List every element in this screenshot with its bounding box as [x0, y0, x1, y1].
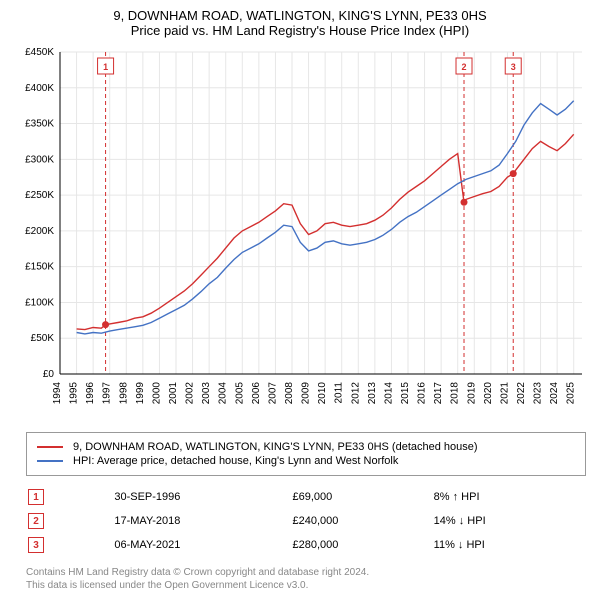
x-tick-label: 2000 — [151, 382, 162, 405]
y-tick-label: £300K — [25, 154, 54, 165]
footnote: Contains HM Land Registry data © Crown c… — [26, 566, 592, 592]
marker-badge-label: 1 — [103, 62, 108, 72]
legend-row: 9, DOWNHAM ROAD, WATLINGTON, KING'S LYNN… — [37, 441, 575, 453]
x-tick-label: 2014 — [383, 382, 394, 405]
y-tick-label: £400K — [25, 83, 54, 94]
x-tick-label: 2025 — [566, 382, 577, 405]
x-tick-label: 2003 — [201, 382, 212, 405]
legend: 9, DOWNHAM ROAD, WATLINGTON, KING'S LYNN… — [26, 432, 586, 476]
y-tick-label: £250K — [25, 190, 54, 201]
x-tick-label: 2012 — [350, 382, 361, 405]
marker-delta: 11% ↓ HPI — [434, 534, 584, 556]
y-tick-label: £450K — [25, 47, 54, 58]
chart-subtitle: Price paid vs. HM Land Registry's House … — [8, 23, 592, 38]
marker-row: 1 30-SEP-1996£69,0008% ↑ HPI — [28, 486, 584, 508]
x-tick-label: 2018 — [450, 382, 461, 405]
x-tick-label: 2020 — [483, 382, 494, 405]
x-tick-label: 1996 — [85, 382, 96, 405]
legend-row: HPI: Average price, detached house, King… — [37, 455, 575, 467]
y-tick-label: £200K — [25, 226, 54, 237]
x-tick-label: 2011 — [334, 382, 345, 404]
chart-title: 9, DOWNHAM ROAD, WATLINGTON, KING'S LYNN… — [8, 8, 592, 23]
x-tick-label: 1994 — [52, 382, 63, 405]
marker-price: £69,000 — [293, 486, 432, 508]
x-tick-label: 2019 — [466, 382, 477, 405]
marker-price: £240,000 — [293, 510, 432, 532]
y-tick-label: £100K — [25, 297, 54, 308]
x-tick-label: 2004 — [218, 382, 229, 405]
x-tick-label: 2022 — [516, 382, 527, 405]
x-tick-label: 2008 — [284, 382, 295, 405]
marker-row: 2 17-MAY-2018£240,00014% ↓ HPI — [28, 510, 584, 532]
marker-price: £280,000 — [293, 534, 432, 556]
x-tick-label: 2010 — [317, 382, 328, 405]
marker-row: 3 06-MAY-2021£280,00011% ↓ HPI — [28, 534, 584, 556]
x-tick-label: 2023 — [533, 382, 544, 405]
markers-table: 1 30-SEP-1996£69,0008% ↑ HPI 2 17-MAY-2018£… — [26, 484, 586, 558]
y-tick-label: £150K — [25, 262, 54, 273]
legend-label: 9, DOWNHAM ROAD, WATLINGTON, KING'S LYNN… — [73, 441, 478, 453]
marker-badge: 2 — [28, 513, 44, 529]
x-tick-label: 2005 — [234, 382, 245, 405]
y-tick-label: £350K — [25, 119, 54, 130]
x-tick-label: 2002 — [185, 382, 196, 405]
legend-swatch — [37, 460, 63, 462]
chart-container: £0 £50K £100K £150K £200K £250K £300K £350K £400… — [8, 44, 592, 424]
y-tick-label: £0 — [43, 369, 55, 380]
x-tick-label: 2009 — [301, 382, 312, 405]
legend-label: HPI: Average price, detached house, King… — [73, 455, 398, 467]
x-tick-label: 2021 — [499, 382, 510, 405]
line-chart: £0 £50K £100K £150K £200K £250K £300K £350K £400… — [8, 44, 592, 424]
marker-date: 17-MAY-2018 — [114, 510, 290, 532]
marker-date: 06-MAY-2021 — [114, 534, 290, 556]
y-tick-label: £50K — [31, 333, 55, 344]
x-tick-label: 2006 — [251, 382, 262, 405]
marker-badge: 1 — [28, 489, 44, 505]
x-tick-label: 2016 — [417, 382, 428, 405]
marker-delta: 8% ↑ HPI — [434, 486, 584, 508]
marker-badge-label: 2 — [462, 62, 467, 72]
x-tick-label: 2013 — [367, 382, 378, 405]
x-tick-label: 2007 — [267, 382, 278, 405]
x-tick-label: 1998 — [118, 382, 129, 405]
x-tick-label: 1997 — [102, 382, 113, 405]
marker-delta: 14% ↓ HPI — [434, 510, 584, 532]
footnote-line1: Contains HM Land Registry data © Crown c… — [26, 566, 592, 579]
x-tick-label: 1995 — [69, 382, 80, 405]
title-block: 9, DOWNHAM ROAD, WATLINGTON, KING'S LYNN… — [8, 8, 592, 38]
x-tick-label: 1999 — [135, 382, 146, 405]
x-tick-label: 2024 — [549, 382, 560, 405]
marker-date: 30-SEP-1996 — [114, 486, 290, 508]
x-tick-label: 2015 — [400, 382, 411, 405]
x-tick-label: 2017 — [433, 382, 444, 405]
legend-swatch — [37, 446, 63, 448]
marker-badge: 3 — [28, 537, 44, 553]
footnote-line2: This data is licensed under the Open Gov… — [26, 579, 592, 592]
x-tick-label: 2001 — [168, 382, 179, 405]
marker-badge-label: 3 — [511, 62, 516, 72]
